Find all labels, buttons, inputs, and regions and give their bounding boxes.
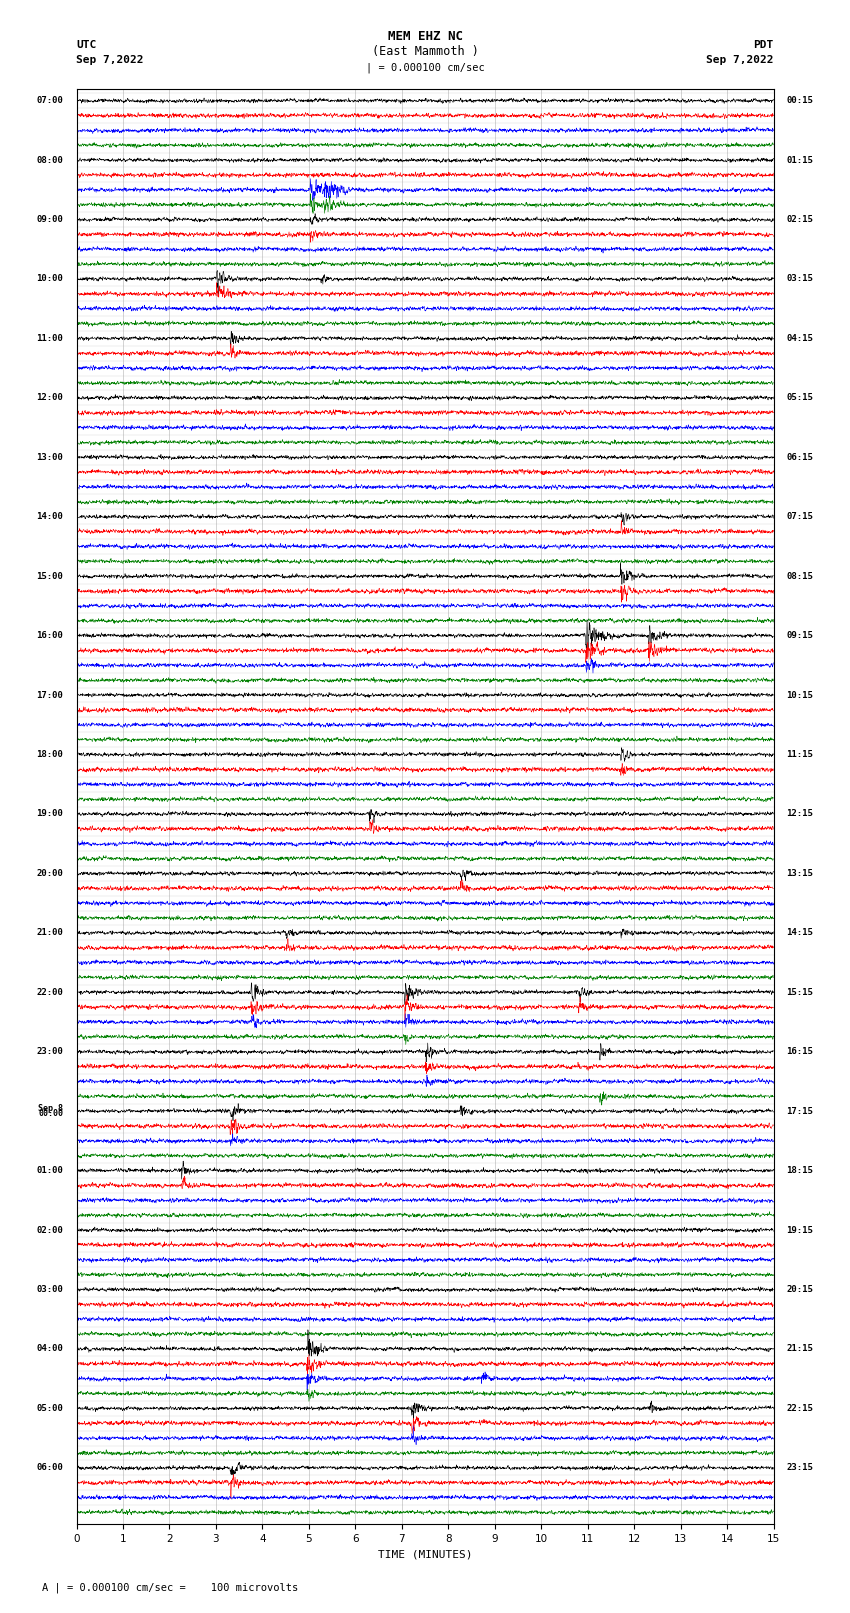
Text: 08:15: 08:15 <box>786 571 813 581</box>
Text: 16:15: 16:15 <box>786 1047 813 1057</box>
Text: 01:00: 01:00 <box>37 1166 64 1176</box>
Text: 18:15: 18:15 <box>786 1166 813 1176</box>
Text: 09:15: 09:15 <box>786 631 813 640</box>
Text: 23:00: 23:00 <box>37 1047 64 1057</box>
Text: 00:00: 00:00 <box>38 1108 64 1118</box>
Text: 10:00: 10:00 <box>37 274 64 284</box>
Text: 13:15: 13:15 <box>786 869 813 877</box>
Text: Sep 8: Sep 8 <box>38 1105 64 1113</box>
Text: 12:00: 12:00 <box>37 394 64 402</box>
Text: 04:15: 04:15 <box>786 334 813 344</box>
Text: 06:15: 06:15 <box>786 453 813 461</box>
Text: 02:15: 02:15 <box>786 215 813 224</box>
Text: UTC: UTC <box>76 40 97 50</box>
Text: 21:00: 21:00 <box>37 929 64 937</box>
Text: Sep 7,2022: Sep 7,2022 <box>76 55 144 65</box>
Text: 14:00: 14:00 <box>37 513 64 521</box>
Text: 21:15: 21:15 <box>786 1344 813 1353</box>
Text: 06:00: 06:00 <box>37 1463 64 1473</box>
Text: 19:00: 19:00 <box>37 810 64 818</box>
Text: 03:15: 03:15 <box>786 274 813 284</box>
Text: 02:00: 02:00 <box>37 1226 64 1234</box>
Text: 19:15: 19:15 <box>786 1226 813 1234</box>
Text: (East Mammoth ): (East Mammoth ) <box>371 45 479 58</box>
Text: 12:15: 12:15 <box>786 810 813 818</box>
Text: 15:15: 15:15 <box>786 987 813 997</box>
Text: 13:00: 13:00 <box>37 453 64 461</box>
Text: A | = 0.000100 cm/sec =    100 microvolts: A | = 0.000100 cm/sec = 100 microvolts <box>42 1582 298 1594</box>
Text: PDT: PDT <box>753 40 774 50</box>
Text: 17:00: 17:00 <box>37 690 64 700</box>
Text: 08:00: 08:00 <box>37 155 64 165</box>
Text: 11:15: 11:15 <box>786 750 813 760</box>
Text: MEM EHZ NC: MEM EHZ NC <box>388 31 462 44</box>
Text: 11:00: 11:00 <box>37 334 64 344</box>
Text: 23:15: 23:15 <box>786 1463 813 1473</box>
X-axis label: TIME (MINUTES): TIME (MINUTES) <box>377 1550 473 1560</box>
Text: 22:15: 22:15 <box>786 1403 813 1413</box>
Text: 14:15: 14:15 <box>786 929 813 937</box>
Text: 07:15: 07:15 <box>786 513 813 521</box>
Text: 20:00: 20:00 <box>37 869 64 877</box>
Text: 18:00: 18:00 <box>37 750 64 760</box>
Text: 05:15: 05:15 <box>786 394 813 402</box>
Text: 07:00: 07:00 <box>37 97 64 105</box>
Text: 03:00: 03:00 <box>37 1286 64 1294</box>
Text: 10:15: 10:15 <box>786 690 813 700</box>
Text: 04:00: 04:00 <box>37 1344 64 1353</box>
Text: 00:15: 00:15 <box>786 97 813 105</box>
Text: 22:00: 22:00 <box>37 987 64 997</box>
Text: 09:00: 09:00 <box>37 215 64 224</box>
Text: Sep 7,2022: Sep 7,2022 <box>706 55 774 65</box>
Text: 01:15: 01:15 <box>786 155 813 165</box>
Text: 17:15: 17:15 <box>786 1107 813 1116</box>
Text: | = 0.000100 cm/sec: | = 0.000100 cm/sec <box>366 63 484 74</box>
Text: 16:00: 16:00 <box>37 631 64 640</box>
Text: 15:00: 15:00 <box>37 571 64 581</box>
Text: 05:00: 05:00 <box>37 1403 64 1413</box>
Text: 20:15: 20:15 <box>786 1286 813 1294</box>
